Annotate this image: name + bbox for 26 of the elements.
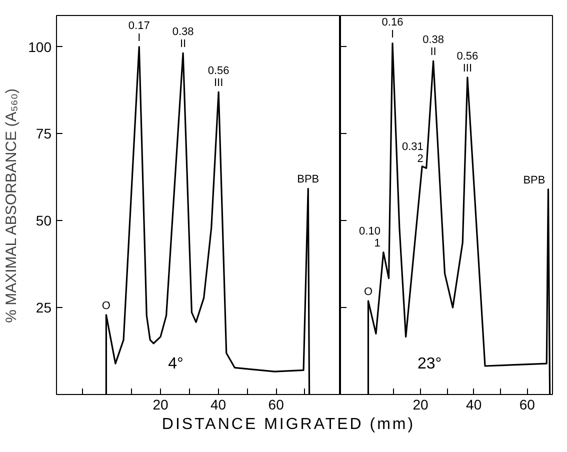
x-tick-label: 40: [466, 396, 482, 412]
x-tick-label: 20: [152, 396, 169, 412]
annotation: 0.38 II: [422, 34, 444, 58]
x-tick-label: 20: [412, 396, 428, 412]
x-axis-title: DISTANCE MIGRATED (mm): [160, 415, 416, 435]
annotation: 0.38 II: [172, 26, 194, 50]
y-axis-title: % MAXIMAL ABSORBANCE (A₅₆₀): [3, 88, 20, 323]
y-tick-label: 75: [36, 126, 52, 142]
y-tick-label: 100: [28, 38, 52, 55]
y-tick-label: 50: [36, 212, 52, 229]
annotation: 4°: [168, 356, 184, 372]
annotation: O: [102, 300, 111, 312]
x-tick-label: 40: [210, 396, 226, 412]
annotation: 0.10 1: [359, 225, 380, 250]
annotation: 0.17 I: [128, 20, 150, 44]
annotation: 0.31 2: [402, 141, 424, 166]
annotation: O: [364, 286, 373, 298]
y-tick-label: 25: [36, 300, 52, 316]
x-tick-label: 60: [268, 396, 284, 412]
annotation: BPB: [523, 174, 546, 186]
annotation: 0.16 I: [382, 16, 404, 40]
annotation: 0.56 III: [208, 64, 230, 89]
annotation: 0.56 III: [456, 50, 478, 74]
annotation: 23°: [417, 356, 442, 372]
x-tick-label: 60: [519, 396, 536, 412]
annotation: BPB: [297, 174, 320, 186]
